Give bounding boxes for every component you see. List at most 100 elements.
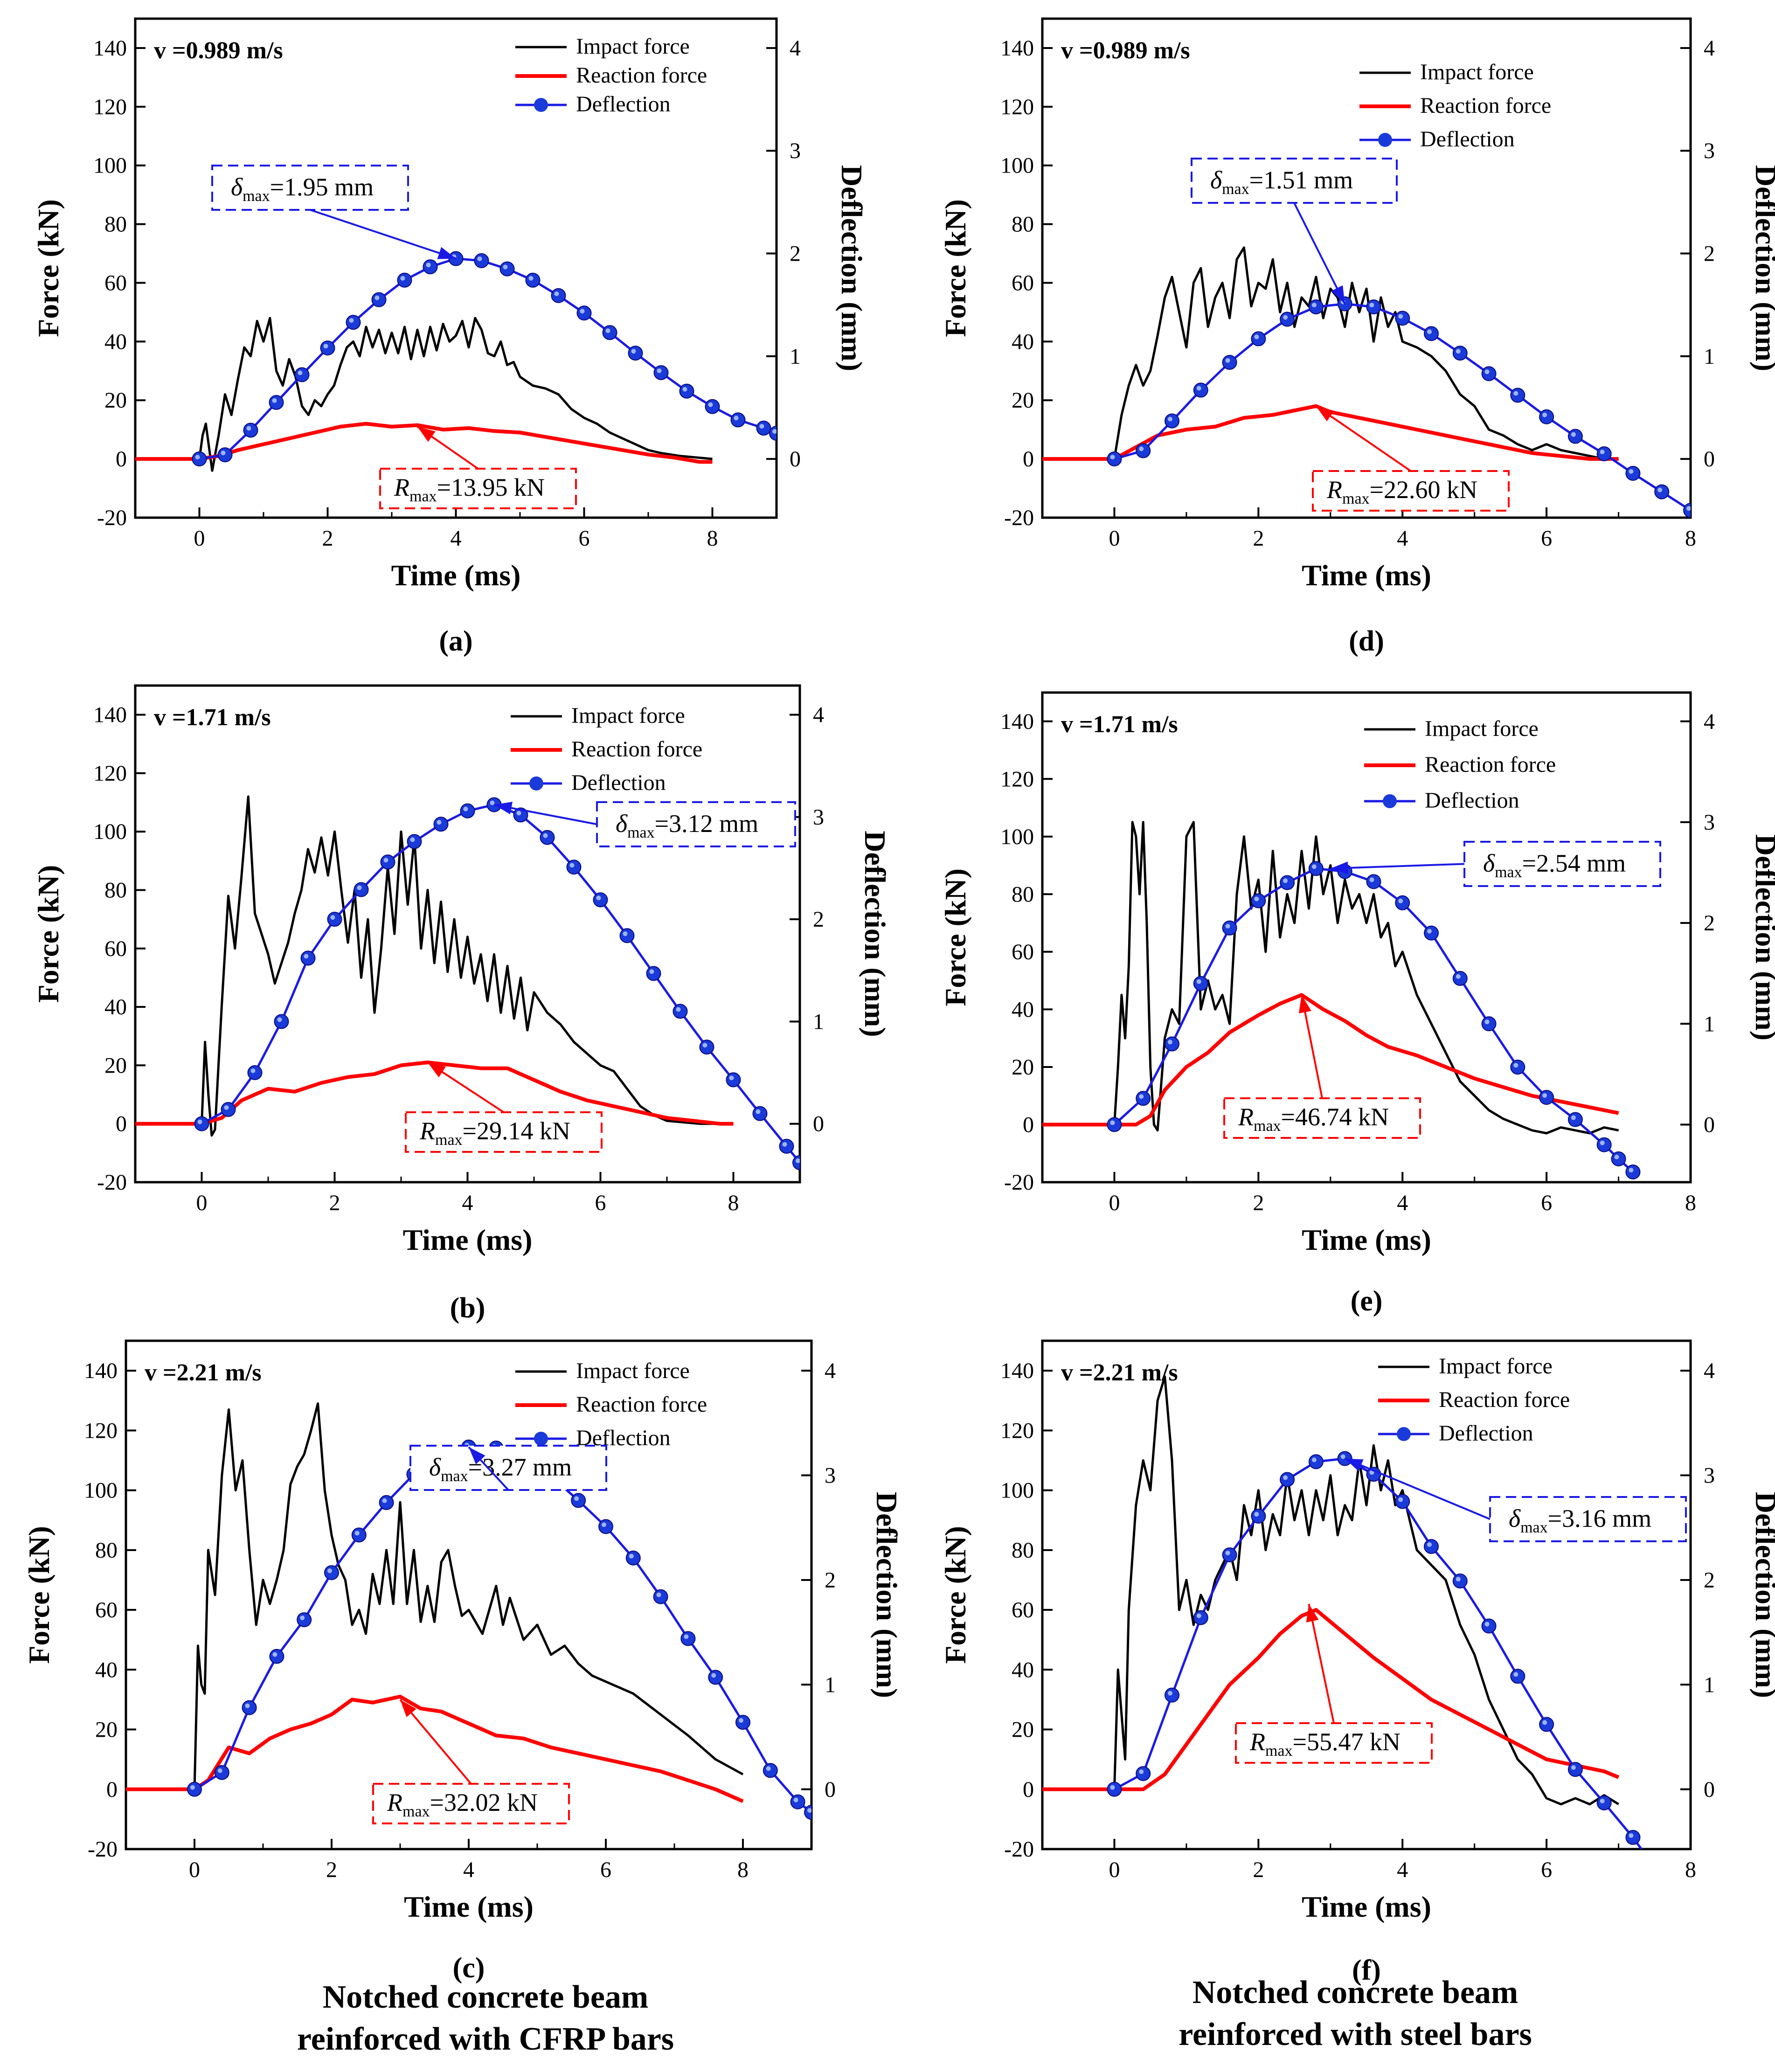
- deflection-point: [247, 1065, 263, 1081]
- deflection-max-arrowhead: [469, 1447, 485, 1464]
- series-line-reaction-force: [1042, 993, 1619, 1127]
- deflection-point-highlight: [554, 291, 559, 296]
- deflection-point-highlight: [796, 1158, 800, 1164]
- deflection-point: [294, 367, 310, 382]
- deflection-max-subscript: max: [441, 1468, 468, 1485]
- deflection-point-highlight: [1398, 1497, 1403, 1502]
- deflection-point: [1481, 1618, 1497, 1634]
- reaction-max-value: =13.95 kN: [437, 473, 545, 501]
- deflection-point-highlight: [596, 895, 601, 901]
- deflection-point: [1655, 1870, 1669, 1884]
- deflection-point-highlight: [1139, 1769, 1144, 1774]
- deflection-point: [1567, 429, 1583, 444]
- deflection-point-highlight: [1225, 1551, 1230, 1556]
- reaction-max-arrow: [399, 1699, 472, 1785]
- deflection-max-arrow: [310, 209, 457, 260]
- legend: Impact force Reaction force Deflection: [1359, 60, 1551, 152]
- reaction-max-box: [1223, 1097, 1421, 1139]
- deflection-point: [576, 305, 592, 321]
- deflection-point: [1222, 1547, 1237, 1563]
- deflection-point-highlight: [708, 402, 713, 407]
- reaction-max-box: [372, 1783, 570, 1824]
- series-line-impact-force: [135, 317, 713, 472]
- legend-item-impact-force: Impact force: [1420, 60, 1534, 84]
- deflection-point-highlight: [1600, 450, 1605, 455]
- y-tick-label: 60: [104, 936, 127, 961]
- deflection-point-highlight: [1600, 1140, 1605, 1145]
- deflection-point: [1222, 920, 1237, 936]
- deflection-max-value: =1.51 mm: [1249, 166, 1353, 194]
- y-tick-label: -20: [97, 506, 127, 530]
- deflection-point: [1395, 1494, 1410, 1509]
- reaction-max-box: [1235, 1722, 1433, 1764]
- deflection-max-subscript: max: [1495, 864, 1522, 881]
- deflection-point-highlight: [1110, 1120, 1115, 1125]
- x-tick-label: 0: [1109, 526, 1120, 551]
- deflection-max-symbol: δ: [1509, 1504, 1521, 1532]
- deflection-max-arrow: [1330, 863, 1465, 870]
- deflection-point-highlight: [323, 344, 328, 349]
- y-tick-label: 20: [1012, 1718, 1034, 1742]
- series-line-impact-force: [1042, 821, 1619, 1135]
- deflection-point-highlight: [1427, 929, 1432, 934]
- y-axis-title: Force (kN): [939, 1526, 972, 1664]
- y2-tick-label: 2: [1704, 242, 1715, 266]
- deflection-max-arrow: [1344, 1457, 1491, 1520]
- reaction-max-label: Rmax=22.60 kN: [1326, 476, 1477, 507]
- deflection-point: [1510, 388, 1525, 403]
- velocity-label: v =2.21 m/s: [145, 1359, 262, 1386]
- x-tick-label: 0: [194, 526, 205, 551]
- deflection-point-highlight: [1513, 391, 1518, 396]
- deflection-point-highlight: [684, 1634, 689, 1639]
- reaction-max-box: [1312, 470, 1510, 512]
- y2-tick-label: 1: [825, 1672, 836, 1697]
- deflection-point: [1251, 893, 1266, 908]
- deflection-point-highlight: [1657, 487, 1663, 492]
- x-tick-label: 6: [579, 526, 590, 551]
- deflection-point-highlight: [374, 295, 380, 300]
- y-tick-label: 0: [1023, 1112, 1034, 1137]
- y2-tick-label: 4: [1704, 1358, 1715, 1383]
- deflection-max-subscript: max: [627, 824, 655, 841]
- deflection-point-highlight: [1629, 1168, 1634, 1173]
- reaction-max-box: [379, 468, 577, 509]
- deflection-point-highlight: [1311, 1457, 1317, 1462]
- deflection-point: [551, 288, 566, 303]
- y-tick-label: 100: [93, 819, 127, 844]
- deflection-point: [779, 1138, 794, 1154]
- legend-item-deflection: Deflection: [576, 92, 671, 117]
- deflection-max-value: =1.95 mm: [270, 173, 374, 201]
- deflection-point: [354, 882, 369, 897]
- panel-label: (b): [450, 1292, 485, 1324]
- y-tick-label: 40: [1012, 997, 1034, 1022]
- caption-right-line2: reinforced with steel bars: [1179, 2017, 1532, 2052]
- deflection-point-highlight: [250, 1068, 256, 1074]
- deflection-point-highlight: [1254, 334, 1259, 340]
- reaction-max-arrowhead: [1298, 995, 1311, 1014]
- legend-item-impact-force: Impact force: [1425, 716, 1539, 741]
- y-tick-label: 0: [1023, 1777, 1034, 1802]
- y2-axis-title: Deflection (mm): [870, 1492, 903, 1698]
- deflection-point: [1539, 1717, 1554, 1732]
- reaction-max-label: Rmax=29.14 kN: [419, 1117, 570, 1149]
- deflection-max-arrow: [1293, 202, 1346, 305]
- y-tick-label: 80: [1012, 212, 1034, 237]
- deflection-point-highlight: [1571, 432, 1576, 437]
- deflection-max-box: [596, 801, 796, 847]
- deflection-point: [602, 325, 617, 340]
- deflection-point-highlight: [739, 1718, 743, 1723]
- deflection-point: [371, 292, 387, 307]
- deflection-point-highlight: [528, 276, 534, 281]
- y-tick-label: 140: [93, 703, 127, 728]
- x-axis-title: Time (ms): [1302, 559, 1431, 592]
- deflection-max-label: δmax=2.54 mm: [1483, 849, 1626, 881]
- y-tick-label: 120: [93, 95, 127, 119]
- y-tick-label: 80: [1012, 1538, 1034, 1563]
- deflection-point-highlight: [437, 820, 442, 825]
- y-tick-label: 40: [1012, 329, 1034, 354]
- deflection-point-highlight: [298, 370, 303, 375]
- panel-label: (d): [1349, 625, 1384, 657]
- x-tick-label: 0: [196, 1191, 208, 1215]
- deflection-max-symbol: δ: [1210, 166, 1222, 194]
- deflection-point-highlight: [1427, 1542, 1432, 1547]
